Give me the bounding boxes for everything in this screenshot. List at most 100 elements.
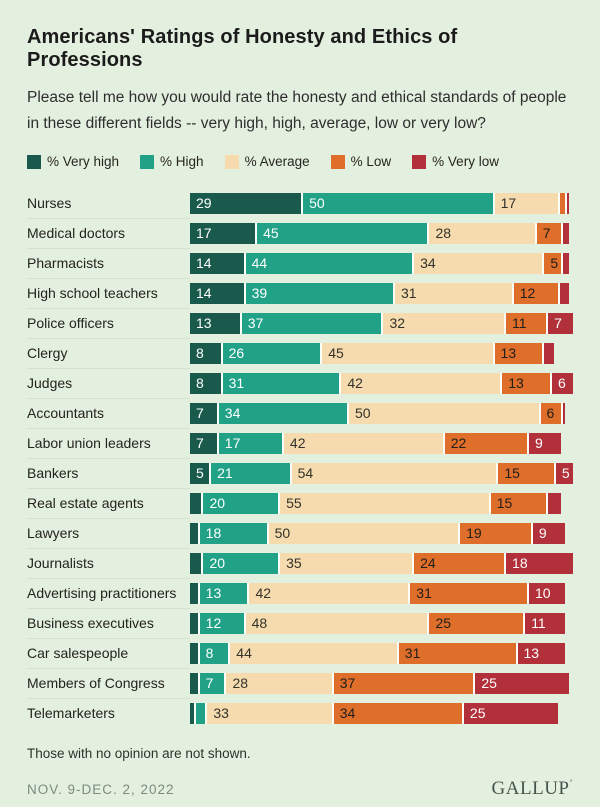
segment-value-label: 21 <box>217 464 233 481</box>
average-swatch-icon <box>224 154 239 169</box>
segment-value-label: 20 <box>209 494 226 511</box>
bar-segment-very-high <box>190 612 198 634</box>
bar-segment-very-high <box>190 522 198 544</box>
bar-segment-very-low: 9 <box>530 522 566 544</box>
bar-segment-very-high: 7 <box>190 402 217 424</box>
bar-segment-average: 42 <box>247 582 409 604</box>
bar-segment-average: 50 <box>266 522 459 544</box>
bar-segment-very-high: 17 <box>190 222 256 244</box>
segment-value-label: 44 <box>236 644 252 661</box>
segment-value-label: 17 <box>224 434 241 451</box>
segment-value-label: 8 <box>196 374 204 391</box>
bar-segment-high: 34 <box>216 402 348 424</box>
bar-segment-very-low: 18 <box>504 552 573 574</box>
segment-value-label: 24 <box>420 554 436 571</box>
legend: % Very high % High % Average % Low % Ver… <box>27 154 573 169</box>
profession-row: Police officers 13 37 32 11 7 <box>27 308 573 338</box>
bar-segment-very-high <box>190 702 194 724</box>
segment-value-label: 8 <box>205 644 214 661</box>
stacked-bar: 13 37 32 11 7 <box>190 312 573 334</box>
legend-item-high: % High <box>140 154 204 169</box>
segment-value-label: 42 <box>347 374 363 391</box>
bar-segment-low: 25 <box>427 612 524 634</box>
bar-segment-very-high: 7 <box>190 432 217 454</box>
stacked-bar: 17 45 28 7 <box>190 222 573 244</box>
legend-item-very-low: % Very low <box>412 154 499 169</box>
bar-segment-very-low: 25 <box>473 672 570 694</box>
bar-segment-very-high: 8 <box>190 342 221 364</box>
segment-value-label: 54 <box>297 464 314 481</box>
bar-segment-average: 33 <box>205 702 332 724</box>
segment-value-label: 5 <box>550 254 559 271</box>
bar-segment-average: 31 <box>392 282 512 304</box>
legend-label: % Low <box>350 154 392 169</box>
stacked-bar: 12 48 25 11 <box>190 612 573 634</box>
profession-label: High school teachers <box>27 285 158 301</box>
bar-segment-average: 28 <box>224 672 332 694</box>
segment-value-label: 11 <box>531 614 546 631</box>
profession-label: Medical doctors <box>27 225 126 241</box>
profession-row: Real estate agents 20 55 15 <box>27 488 573 518</box>
trademark-mark: ’ <box>569 778 573 788</box>
stacked-bar: 7 17 42 22 9 <box>190 432 573 454</box>
segment-value-label: 19 <box>466 524 482 541</box>
segment-value-label: 29 <box>196 194 212 211</box>
bar-segment-low: 24 <box>412 552 505 574</box>
bar-segment-low: 22 <box>442 432 528 454</box>
segment-value-label: 7 <box>554 314 562 331</box>
profession-row: Business executives 12 48 25 11 <box>27 608 573 638</box>
legend-label: % Very low <box>432 154 499 169</box>
segment-value-label: 12 <box>205 614 222 631</box>
bar-segment-high: 50 <box>301 192 493 214</box>
segment-value-label: 55 <box>286 494 302 511</box>
bar-segment-high: 21 <box>209 462 290 484</box>
stacked-bar: 18 50 19 9 <box>190 522 573 544</box>
segment-value-label: 13 <box>508 374 524 391</box>
segment-value-label: 8 <box>196 344 204 361</box>
very-high-swatch-icon <box>27 154 41 169</box>
segment-value-label: 50 <box>309 194 325 211</box>
segment-value-label: 25 <box>481 674 497 691</box>
segment-value-label: 15 <box>504 464 520 481</box>
profession-label: Members of Congress <box>27 675 165 691</box>
profession-label: Business executives <box>27 615 154 631</box>
segment-value-label: 20 <box>209 554 226 571</box>
bar-segment-low: 37 <box>331 672 474 694</box>
legend-item-very-high: % Very high <box>27 154 119 169</box>
stacked-bar: 14 39 31 12 <box>190 282 573 304</box>
profession-row: Members of Congress 7 28 37 25 <box>27 668 573 698</box>
stacked-bar: 14 44 34 5 <box>190 252 573 274</box>
profession-label: Bankers <box>27 465 79 481</box>
stacked-bar: 13 42 31 10 <box>190 582 573 604</box>
bar-segment-low: 12 <box>511 282 558 304</box>
segment-value-label: 34 <box>420 254 436 271</box>
segment-value-label: 13 <box>196 314 212 331</box>
profession-row: Pharmacists 14 44 34 5 <box>27 248 573 278</box>
segment-value-label: 28 <box>232 674 249 691</box>
bar-segment-low: 13 <box>500 372 550 394</box>
segment-value-label: 10 <box>535 584 551 601</box>
bar-segment-very-low: 5 <box>553 462 573 484</box>
bar-segment-very-high <box>190 582 198 604</box>
segment-value-label: 50 <box>274 524 291 541</box>
profession-label: Accountants <box>27 405 105 421</box>
profession-row: Lawyers 18 50 19 9 <box>27 518 573 548</box>
bar-segment-very-low <box>561 402 566 424</box>
bar-segment-average: 35 <box>278 552 413 574</box>
bar-segment-average: 42 <box>281 432 443 454</box>
profession-row: Judges 8 31 42 13 6 <box>27 368 573 398</box>
bar-segment-high: 20 <box>201 552 279 574</box>
bar-segment-low: 15 <box>496 462 554 484</box>
stacked-bar: 8 31 42 13 6 <box>190 372 573 394</box>
legend-label: % High <box>160 154 204 169</box>
segment-value-label: 44 <box>251 254 268 271</box>
profession-row: High school teachers 14 39 31 12 <box>27 278 573 308</box>
segment-value-label: 45 <box>328 344 344 361</box>
segment-value-label: 34 <box>224 404 241 421</box>
profession-label: Real estate agents <box>27 495 144 511</box>
bar-segment-high: 7 <box>197 672 225 694</box>
bar-segment-very-high <box>190 672 198 694</box>
bar-segment-high <box>193 702 206 724</box>
segment-value-label: 50 <box>355 404 371 421</box>
segment-value-label: 37 <box>339 674 356 691</box>
